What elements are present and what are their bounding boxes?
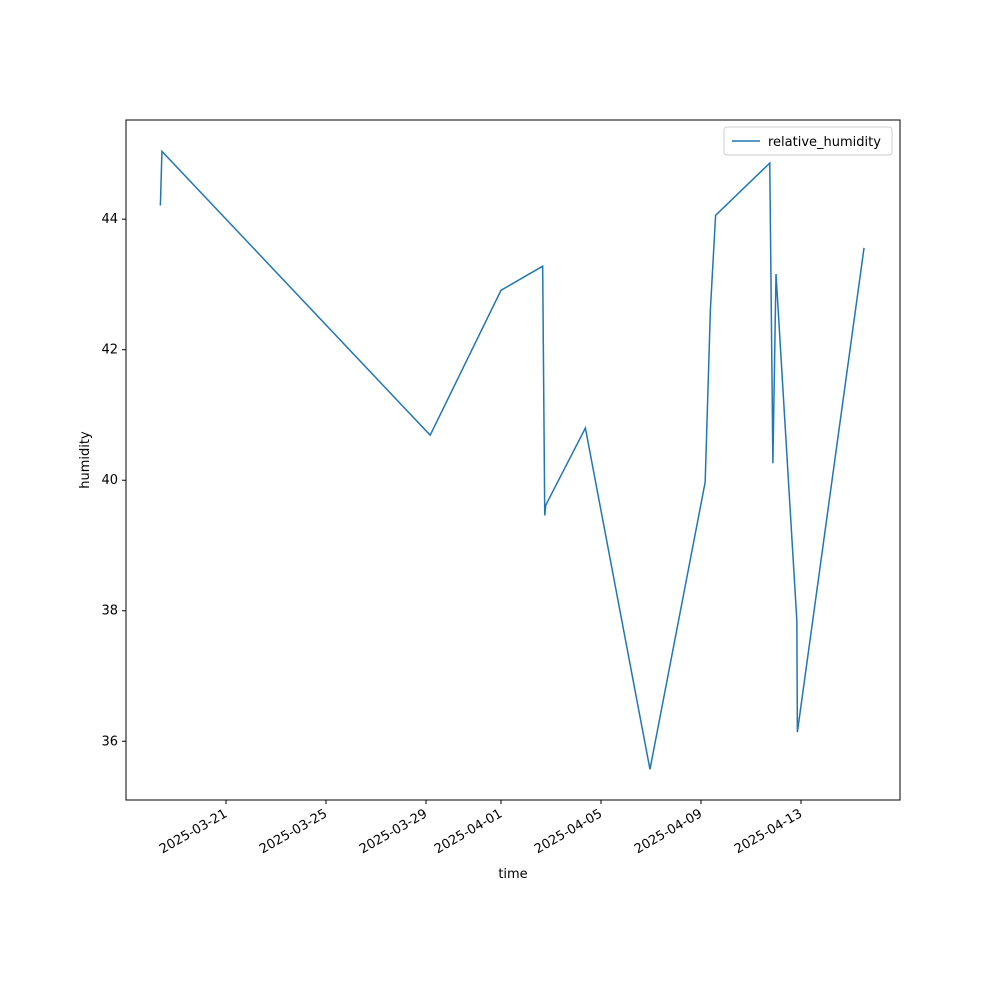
y-tick-label: 38 <box>101 604 118 619</box>
x-tick-label: 2025-03-25 <box>257 806 330 857</box>
x-tick-label: 2025-04-13 <box>732 806 805 857</box>
y-tick-label: 42 <box>101 343 118 358</box>
x-tick-label: 2025-03-21 <box>157 806 230 857</box>
y-tick-label: 44 <box>101 212 118 227</box>
y-axis-label: humidity <box>78 431 93 489</box>
x-tick-label: 2025-04-09 <box>632 806 705 857</box>
y-tick-label: 40 <box>101 473 118 488</box>
legend: relative_humidity <box>723 126 893 156</box>
x-tick-label: 2025-04-05 <box>532 806 605 857</box>
x-tick-label: 2025-04-01 <box>432 806 505 857</box>
x-tick-label: 2025-03-29 <box>357 806 430 857</box>
data-line <box>159 149 865 770</box>
legend-box <box>723 126 893 156</box>
y-tick-label: 36 <box>101 734 118 749</box>
x-axis-label: time <box>498 867 527 882</box>
plot-frame <box>125 119 901 801</box>
legend-label: relative_humidity <box>768 135 881 150</box>
